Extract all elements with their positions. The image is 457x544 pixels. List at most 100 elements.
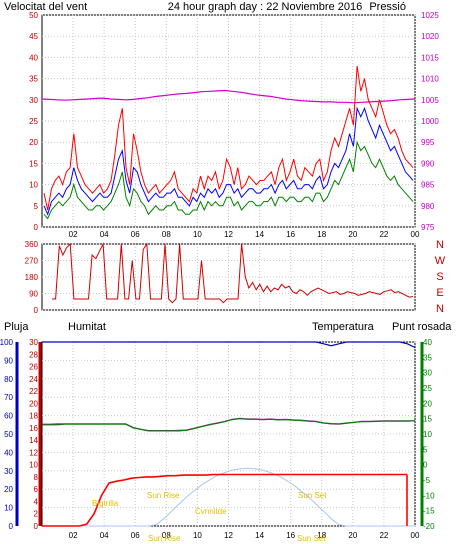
- pressure-y-tick-label: 975: [421, 223, 435, 232]
- pressure-right-ticks: 975 980 985 990 995 1000 1005 1010 1015 1020 1025: [421, 11, 439, 232]
- humidity-tick-label: 10: [4, 504, 13, 513]
- temperature-tick-label: -5: [423, 476, 431, 485]
- climate-x-tick-label: 08: [162, 531, 171, 540]
- climate-x-tick-label: 22: [379, 531, 388, 540]
- temperature-line: [42, 418, 416, 432]
- direction-y-tick-label: 360: [25, 240, 39, 249]
- wind-x-tick-label: 08: [162, 230, 171, 239]
- wind-y-tick-label: 15: [29, 159, 38, 168]
- temperature-tick-label: 20: [423, 399, 432, 408]
- rain-tick-label: 26: [29, 363, 38, 372]
- rain-tick-label: 28: [29, 350, 38, 359]
- wind-avg-line: [43, 106, 414, 216]
- sun-elevation-line: [42, 467, 415, 527]
- sunrise-label: Sun Rise: [147, 491, 180, 500]
- climate-x-tick-label: 06: [131, 531, 140, 540]
- rain-tick-label: 10: [29, 461, 38, 470]
- direction-line: [52, 242, 414, 304]
- direction-grid: [42, 243, 416, 311]
- direction-series: [52, 242, 414, 304]
- wind-series: [41, 65, 416, 220]
- pressure-y-tick-label: 990: [421, 159, 435, 168]
- humidity-ticks: 0 10 20 30 40 50 60 70 80 90 100: [0, 338, 19, 531]
- pressure-line: [41, 89, 416, 104]
- rain-tick-label: 2: [34, 510, 39, 519]
- wind-x-tick-label: 04: [100, 230, 109, 239]
- wind-x-tick-label: 20: [348, 230, 357, 239]
- climate-x-tick-label: 12: [224, 531, 233, 540]
- rain-tick-label: 8: [34, 473, 39, 482]
- rain-tick-label: 14: [29, 436, 38, 445]
- pressure-y-tick-label: 1010: [421, 75, 439, 84]
- wind-left-ticks: 0 5 10 15 20 25 30 35 40 45 50: [29, 11, 38, 232]
- wind-x-tick-label: 02: [69, 230, 78, 239]
- temperature-tick-label: 30: [423, 369, 432, 378]
- sunset-axis-label: Sun Set: [297, 534, 326, 543]
- compass-label: E: [436, 287, 443, 299]
- humidity-tick-label: 100: [0, 338, 14, 347]
- direction-left-ticks: 360 270 180 90 0: [25, 240, 39, 315]
- pressure-y-tick-label: 1015: [421, 53, 439, 62]
- humidity-tick-label: 70: [4, 393, 13, 402]
- humidity-tick-label: 80: [4, 375, 13, 384]
- wind-x-tick-label: 22: [379, 230, 388, 239]
- compass-label: S: [436, 271, 443, 283]
- wind-x-tick-label: 10: [193, 230, 202, 239]
- climate-x-tick-label: 10: [193, 531, 202, 540]
- rain-tick-label: 20: [29, 399, 38, 408]
- wind-x-ticks: 02 04 06 08 10 12 14 16 18 20 22 00: [69, 230, 420, 239]
- humidity-tick-label: 30: [4, 467, 13, 476]
- humidity-tick-label: 60: [4, 412, 13, 421]
- wind-speed-line: [43, 140, 414, 220]
- rain-tick-label: 30: [29, 338, 38, 347]
- graph-date-title: 24 hour graph day : 22 Noviembre 2016: [168, 1, 362, 13]
- temperature-tick-label: 15: [423, 415, 432, 424]
- rain-tick-label: 18: [29, 412, 38, 421]
- pressure-y-tick-label: 1025: [421, 11, 439, 20]
- humidity-tick-label: 40: [4, 448, 13, 457]
- sunset-label: Sun Set: [298, 491, 327, 500]
- rain-line: [42, 473, 407, 527]
- climate-x-ticks: 02 04 06 08 10 12 14 16 18 20 22 00: [69, 531, 420, 540]
- climate-x-tick-label: 16: [286, 531, 295, 540]
- wind-y-tick-label: 45: [29, 32, 38, 41]
- wind-y-tick-label: 50: [29, 11, 38, 20]
- temperature-title: Temperatura: [312, 321, 375, 333]
- climate-x-tick-label: 04: [100, 531, 109, 540]
- wind-x-tick-label: 12: [224, 230, 233, 239]
- humidity-tick-label: 90: [4, 356, 13, 365]
- climate-x-tick-label: 00: [411, 531, 420, 540]
- temperature-tick-label: 5: [423, 445, 428, 454]
- wind-y-tick-label: 25: [29, 117, 38, 126]
- temperature-tick-label: 35: [423, 353, 432, 362]
- wind-x-tick-label: 00: [411, 230, 420, 239]
- pressure-y-tick-label: 1000: [421, 117, 439, 126]
- wind-y-tick-label: 35: [29, 75, 38, 84]
- temperature-tick-label: -20: [423, 522, 435, 531]
- sun-labels: Bigtrilla Sun Rise Cvnnitde Sun Set Sun Rise…: [92, 491, 327, 543]
- wind-y-tick-label: 5: [34, 202, 39, 211]
- temperature-tick-label: 0: [423, 461, 428, 470]
- pressure-title: Pressió: [369, 1, 406, 13]
- dewpoint-title: Punt rosada: [392, 321, 452, 333]
- climate-x-tick-label: 02: [69, 531, 78, 540]
- pressure-y-tick-label: 985: [421, 181, 435, 190]
- sunrise-axis-label: Sun Rise: [148, 534, 181, 543]
- pressure-y-tick-label: 1005: [421, 96, 439, 105]
- temperature-ticks: 40 35 30 25 20 15 10 5 0 -5 -10 -15 -20: [420, 338, 435, 531]
- climate-x-tick-label: 18: [317, 531, 326, 540]
- temperature-tick-label: 40: [423, 338, 432, 347]
- wind-x-tick-label: 14: [255, 230, 264, 239]
- rain-tick-label: 16: [29, 424, 38, 433]
- compass-label: N: [436, 303, 444, 315]
- wind-y-tick-label: 30: [29, 96, 38, 105]
- wind-speed-title: Velocitat del vent: [4, 1, 87, 13]
- climate-x-tick-label: 14: [255, 531, 264, 540]
- rain-tick-label: 4: [34, 497, 39, 506]
- climate-x-tick-label: 20: [348, 531, 357, 540]
- pressure-y-tick-label: 1020: [421, 32, 439, 41]
- wind-y-tick-label: 40: [29, 53, 38, 62]
